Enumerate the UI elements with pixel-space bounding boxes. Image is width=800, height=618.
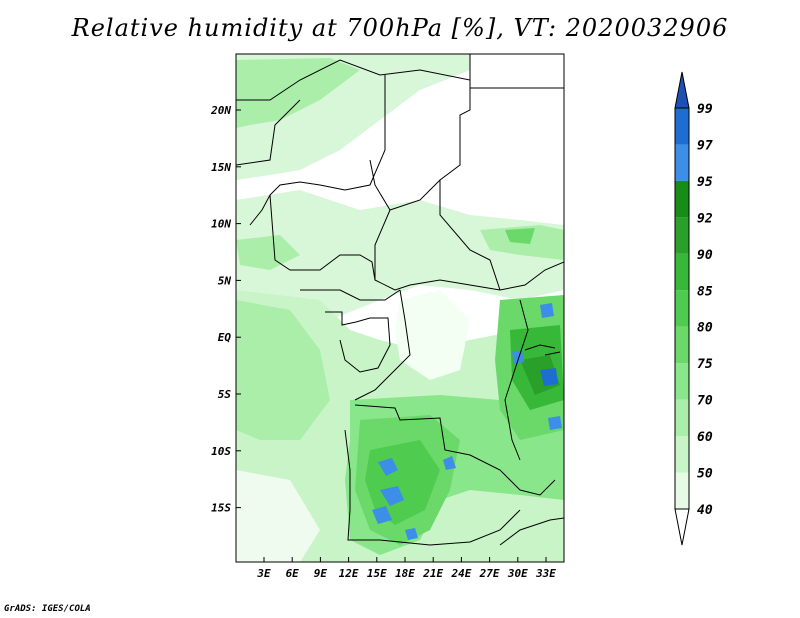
colorbar-segment <box>675 399 689 437</box>
lon-label: 21E <box>422 567 443 580</box>
colorbar-min-triangle <box>674 508 690 546</box>
lon-label: 12E <box>339 567 359 580</box>
map-frame <box>235 53 565 563</box>
lon-label: 3E <box>256 567 271 580</box>
colorbar-outline <box>674 107 690 510</box>
colorbar-segment <box>675 108 689 145</box>
colorbar-label: 75 <box>697 357 713 372</box>
lon-label: 27E <box>479 567 500 580</box>
grads-credit: GrADS: IGES/COLA <box>4 604 91 614</box>
latitude-axis: 20N 15N 10N 5N EQ 5S 10S 15S <box>210 104 241 515</box>
lon-label: 30E <box>507 567 528 580</box>
colorbar-label: 85 <box>697 284 713 299</box>
colorbar-label: 99 <box>697 102 713 117</box>
lon-label: 15E <box>367 567 387 580</box>
colorbar-label: 92 <box>697 211 713 226</box>
colorbar-segment <box>675 290 689 327</box>
colorbar-segment <box>675 326 689 364</box>
colorbar: 40 50 60 70 75 80 85 90 92 95 97 99 <box>674 71 713 546</box>
colorbar-segment <box>675 144 689 181</box>
lat-label: 15N <box>211 161 231 174</box>
colorbar-label: 50 <box>697 467 713 482</box>
colorbar-label: 80 <box>697 321 713 336</box>
lat-label: 15S <box>211 502 231 515</box>
lat-label: 20N <box>210 104 231 117</box>
colorbar-segment <box>675 253 689 291</box>
lon-label: 18E <box>395 567 415 580</box>
colorbar-label: 97 <box>697 138 713 153</box>
colorbar-label: 95 <box>697 175 713 190</box>
colorbar-segment <box>675 436 689 473</box>
lon-label: 9E <box>314 567 328 580</box>
lon-label: 6E <box>286 567 300 580</box>
country-borders <box>236 54 564 546</box>
lon-label: 33E <box>535 567 556 580</box>
lon-label: 24E <box>450 567 471 580</box>
colorbar-label: 60 <box>697 430 713 445</box>
colorbar-max-triangle <box>674 71 690 109</box>
colorbar-segment <box>675 217 689 254</box>
lat-label: 10N <box>211 218 231 231</box>
colorbar-segment <box>675 472 689 509</box>
lat-label: EQ <box>218 331 232 344</box>
lat-label: 10S <box>211 445 231 458</box>
colorbar-label: 90 <box>697 248 713 263</box>
map-title: Relative humidity at 700hPa [%], VT: 202… <box>71 14 729 42</box>
lat-label: 5S <box>218 388 232 401</box>
longitude-axis: 3E 6E 9E 12E 15E 18E 21E 24E 27E 30E 33E <box>256 557 556 580</box>
lat-label: 5N <box>218 274 232 287</box>
colorbar-label: 40 <box>697 503 713 518</box>
colorbar-label: 70 <box>697 394 713 409</box>
colorbar-segment <box>675 363 689 400</box>
colorbar-segment <box>675 180 689 218</box>
humidity-field <box>236 54 564 562</box>
